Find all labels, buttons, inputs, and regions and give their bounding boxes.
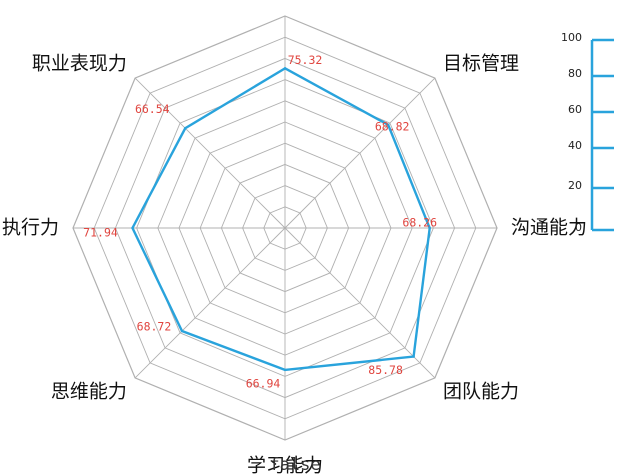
axis-label-axis-6: 执行力 [2,217,59,239]
value-labels: 75.32 68.82 68.26 85.78 66.94 68.72 71.94 66.54 [83,53,437,391]
axis-label-axis-2: 沟通能力 [511,217,587,239]
radar-spokes [73,16,497,440]
value-label-axis-2: 68.26 [402,216,437,230]
data-point-axis-3 [412,355,415,358]
value-label-axis-1: 68.82 [375,119,410,133]
spoke-axis-5 [134,227,286,379]
scale-tick-label-2: 40 [568,139,582,152]
axis-label-axis-3: 团队能力 [443,381,519,403]
scale-tick-label-1: 20 [568,179,582,192]
scale-tick-label-0: 0 [575,221,582,234]
axis-label-axis-5: 思维能力 [51,381,127,403]
value-label-axis-5: 68.72 [137,320,172,334]
value-label-axis-4: 66.94 [246,376,281,390]
value-label-axis-7: 66.54 [135,102,170,116]
value-label-axis-6: 71.94 [83,226,118,240]
data-point-axis-6 [131,226,134,230]
value-label-axis-0: 75.32 [288,53,323,67]
data-point-axis-4 [283,368,287,372]
axis-label-axis-1: 目标管理 [443,52,519,74]
scale-tick-label-4: 80 [568,67,582,80]
footer-text: false [269,455,320,474]
spoke-axis-1 [284,77,436,229]
radar-series [131,66,431,372]
value-label-axis-3: 85.78 [368,363,403,377]
spoke-axis-7 [134,77,286,229]
axis-label-axis-4: 学习能力 [247,455,323,474]
spoke-axis-3 [284,227,436,379]
scale-tick-label-5: 100 [561,31,582,44]
data-point-axis-5 [180,329,184,333]
data-point-axis-0 [283,67,287,70]
data-point-axis-1 [386,123,390,127]
data-point-axis-2 [428,226,431,230]
data-point-axis-7 [184,127,187,130]
axis-label-axis-0: 职业心态 [247,0,323,2]
scale-bar: 0 20 40 60 80 100 [561,31,614,234]
scale-tick-label-3: 60 [568,103,582,116]
axis-labels: 职业心态目标管理沟通能力团队能力学习能力 思维能力 执行力 职业表现力 [2,0,587,474]
axis-label-axis-7: 职业表现力 [32,52,127,74]
